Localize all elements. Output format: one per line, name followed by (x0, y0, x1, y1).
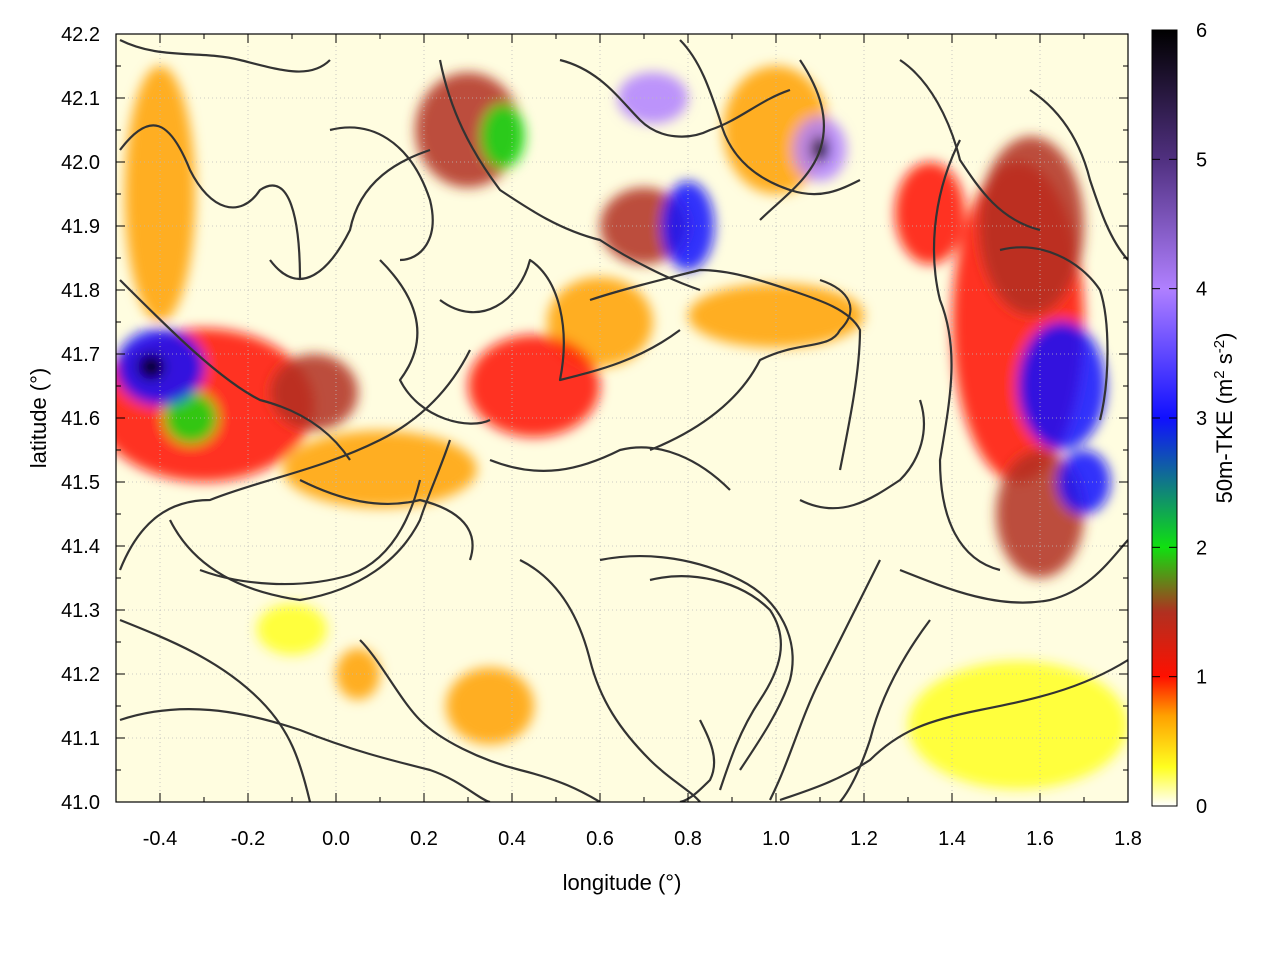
x-tick-label: -0.4 (143, 828, 177, 850)
tke-blob (894, 162, 966, 265)
contour-line (679, 719, 716, 802)
contour-line (119, 124, 302, 281)
contour-line (118, 349, 471, 571)
y-axis-title: latitude (°) (26, 368, 51, 469)
x-tick-label: 0.4 (498, 828, 526, 850)
contour-line (439, 258, 681, 382)
y-tick-label: 41.0 (61, 792, 100, 814)
y-tick-label: 41.8 (61, 280, 100, 302)
colorbar-tick-label: 6 (1196, 20, 1207, 42)
contour-line (119, 279, 351, 461)
contour-line (589, 268, 862, 471)
x-tick-label: 0.2 (410, 828, 438, 850)
contour-line (759, 59, 825, 221)
y-tick-label: 41.9 (61, 216, 100, 238)
x-tick-label: 0.0 (322, 828, 350, 850)
colorbar-tick-label: 3 (1196, 408, 1207, 430)
grid-lines (116, 34, 1128, 802)
tke-blob (270, 354, 358, 431)
x-tick-label: 1.4 (938, 828, 966, 850)
contour-line (329, 126, 434, 262)
x-tick-label: 0.6 (586, 828, 614, 850)
tke-blob (446, 667, 534, 745)
tke-blob (1018, 322, 1106, 450)
colorbar-tick-label: 0 (1196, 796, 1207, 818)
colorbar-ticks: 0 1 2 3 4 5 6 (1152, 20, 1207, 818)
colorbar-tick-label: 2 (1196, 537, 1207, 559)
contour-line (169, 439, 452, 602)
contour-line (119, 39, 331, 73)
contour-line (779, 659, 1128, 802)
y-tick-label: 41.7 (61, 344, 100, 366)
contour-line (438, 59, 701, 292)
contour-line (932, 139, 1001, 572)
tke-blob (336, 648, 380, 700)
y-tick-label: 42.2 (61, 24, 100, 46)
contour-line (799, 399, 925, 510)
x-tick-label: -0.2 (231, 828, 265, 850)
x-tick-label: 1.0 (762, 828, 790, 850)
colorbar-tick-label: 5 (1196, 149, 1207, 171)
y-tick-label: 41.4 (61, 536, 100, 558)
y-tick-label: 41.2 (61, 664, 100, 686)
y-tick-label: 41.1 (61, 728, 100, 750)
contour-line (649, 575, 782, 791)
contour-line (1029, 89, 1128, 261)
contour-line (769, 559, 881, 801)
contour-line (679, 39, 861, 196)
y-tick-label: 41.3 (61, 600, 100, 622)
contour-line (119, 708, 491, 802)
contour-line (269, 148, 431, 280)
tke-blob (908, 661, 1128, 790)
contour-line (649, 278, 852, 452)
colorbar-title: 50m-TKE (m2 s-2) (1211, 333, 1237, 504)
x-tick-label: 1.6 (1026, 828, 1054, 850)
axis-ticks (115, 33, 1129, 803)
tke-blob (164, 392, 218, 444)
colorbar-tick-label: 4 (1196, 279, 1207, 301)
contour-line (489, 446, 731, 491)
x-axis-title: longitude (°) (563, 870, 682, 895)
x-tick-labels: -0.4 -0.2 0.0 0.2 0.4 0.6 0.8 1.0 1.2 1.4 1.6 1.8 (143, 828, 1142, 850)
contour-line (119, 618, 312, 802)
contour-line (999, 246, 1109, 421)
tke-blob (138, 354, 165, 380)
contour-line (299, 479, 474, 561)
tke-blob (978, 136, 1084, 316)
contour-line (559, 58, 791, 138)
x-tick-label: 1.2 (850, 828, 878, 850)
y-tick-label: 41.6 (61, 408, 100, 430)
tke-blob (468, 334, 600, 438)
x-tick-label: 1.8 (1114, 828, 1142, 850)
y-tick-label: 42.1 (61, 88, 100, 110)
contour-line (899, 59, 1041, 232)
terrain-contours (118, 39, 1128, 802)
y-tick-label: 41.5 (61, 472, 100, 494)
contour-line (599, 555, 794, 771)
x-tick-label: 0.8 (674, 828, 702, 850)
contour-line (359, 639, 601, 802)
y-tick-labels: 41.0 41.1 41.2 41.3 41.4 41.5 41.6 41.7 41.8 41.9… (61, 24, 100, 814)
contour-line (379, 259, 491, 425)
tke-blob (283, 430, 477, 508)
y-tick-label: 42.0 (61, 152, 100, 174)
contour-line (899, 539, 1128, 604)
contour-line (199, 479, 422, 586)
contour-line (519, 559, 701, 802)
tke-blob (256, 603, 328, 655)
tke-blob (481, 104, 526, 169)
colorbar-tick-label: 1 (1196, 667, 1207, 689)
contour-line (839, 619, 931, 802)
